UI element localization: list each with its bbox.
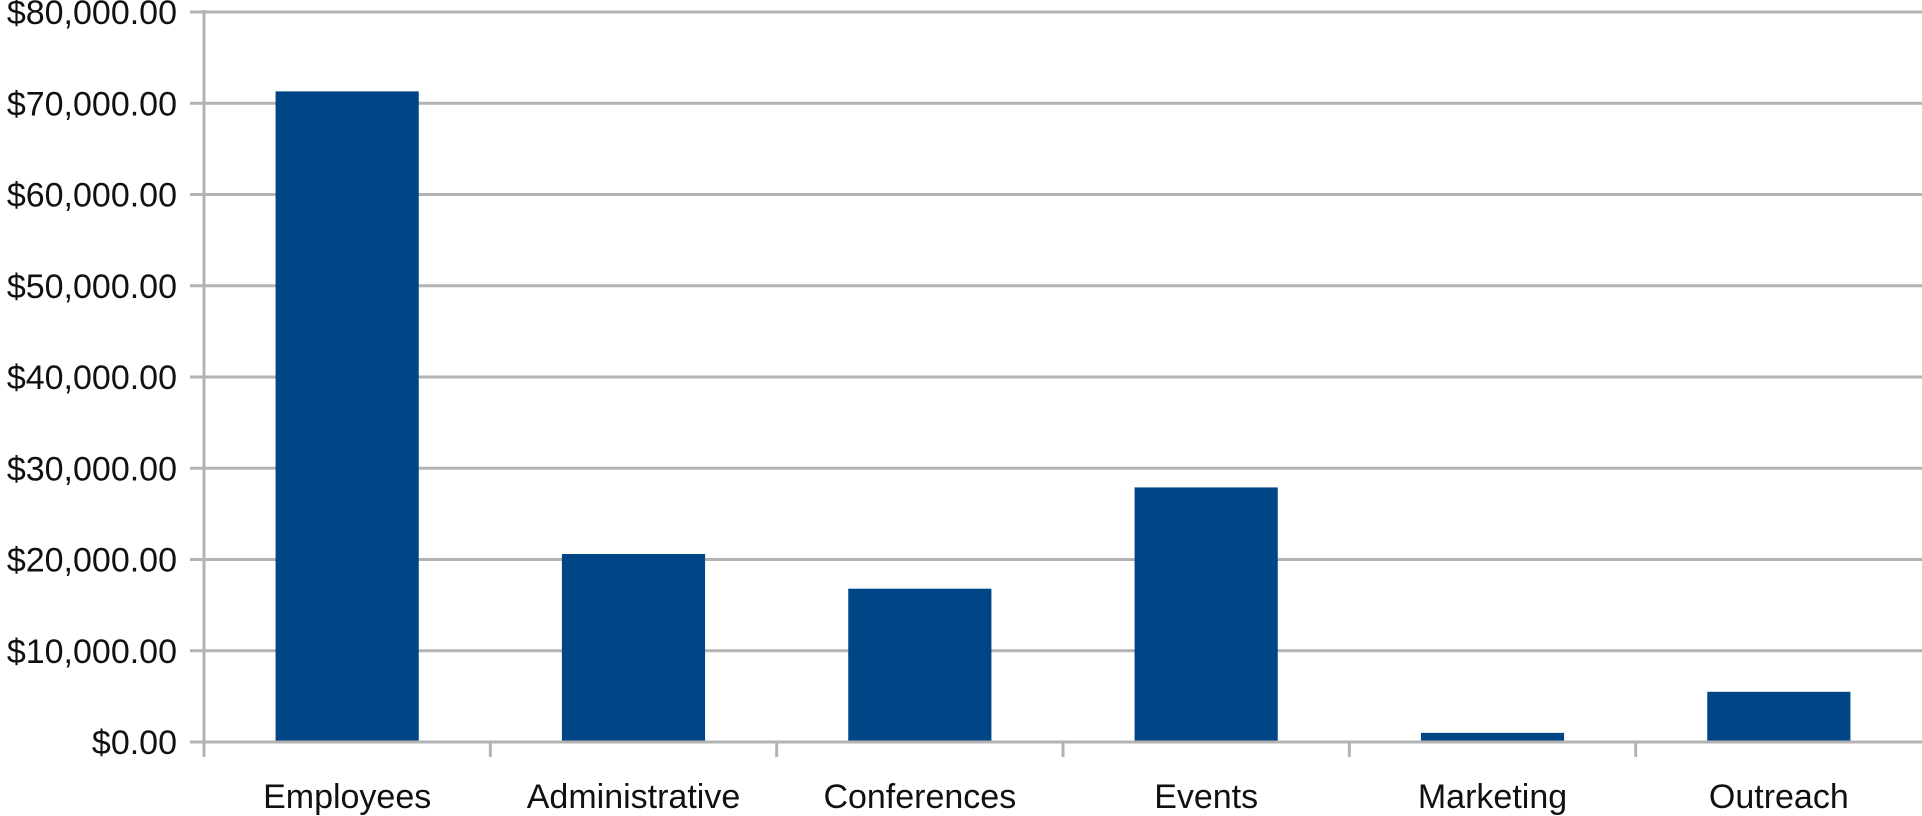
y-tick-label: $60,000.00 (7, 177, 177, 215)
bar-events (1134, 487, 1278, 742)
x-tick-label: Outreach (1709, 778, 1849, 816)
x-tick-label: Administrative (527, 778, 741, 816)
bar-conferences (848, 588, 992, 742)
y-axis-tick-labels: $0.00 $10,000.00 $20,000.00 $30,000.00 $40,0… (7, 0, 177, 762)
y-tick-label: $40,000.00 (7, 359, 177, 397)
bar-outreach (1707, 691, 1851, 742)
y-tick-label: $20,000.00 (7, 542, 177, 580)
y-tick-label: $0.00 (92, 724, 177, 762)
bar-administrative (561, 554, 706, 742)
x-tick-label: Events (1154, 778, 1258, 816)
y-tick-label: $50,000.00 (7, 268, 177, 306)
bars (275, 91, 1851, 742)
x-tick-label: Marketing (1418, 778, 1567, 816)
x-tick-label: Employees (263, 778, 431, 816)
x-tick-label: Conferences (823, 778, 1016, 816)
bar-marketing (1420, 732, 1565, 742)
axes (190, 10, 1922, 757)
y-tick-label: $80,000.00 (7, 0, 177, 32)
y-tick-label: $10,000.00 (7, 633, 177, 671)
y-tick-label: $70,000.00 (7, 85, 177, 123)
x-axis-tick-labels: Employees Administrative Conferences Events… (263, 778, 1849, 816)
bar-employees (275, 91, 419, 742)
gridlines (204, 10, 1922, 744)
y-tick-label: $30,000.00 (7, 450, 177, 488)
